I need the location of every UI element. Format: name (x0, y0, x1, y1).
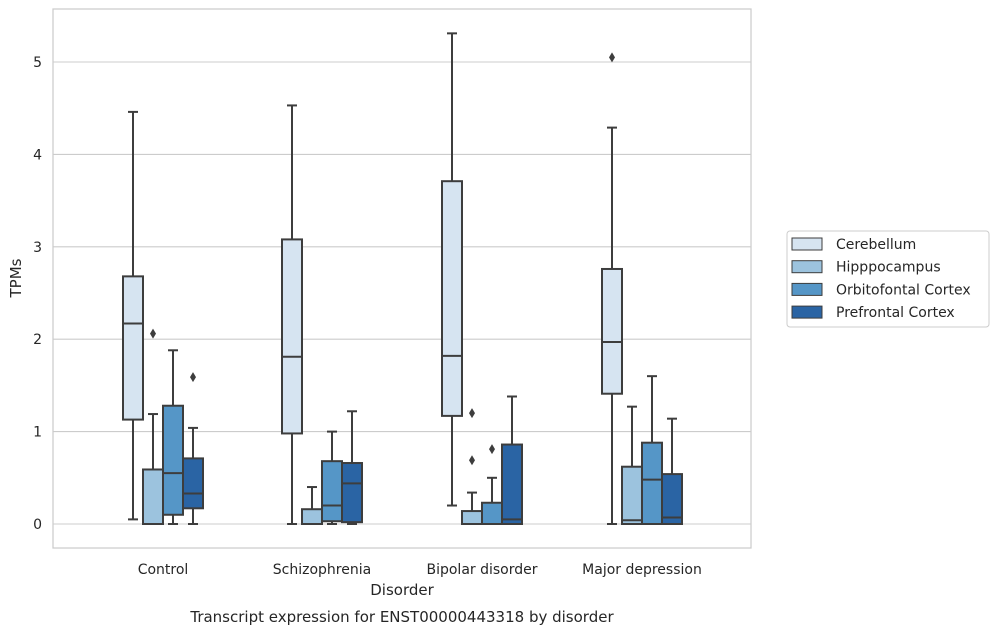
box-body (321, 460, 343, 523)
x-tick-label: Control (138, 562, 189, 578)
y-tick-label: 0 (33, 517, 42, 533)
box-body (481, 501, 503, 525)
x-tick-label: Major depression (582, 562, 702, 578)
x-axis-label: Disorder (370, 581, 434, 599)
x-tick-label: Schizophrenia (273, 562, 371, 578)
box-body (162, 404, 184, 516)
box-orbitofontal-cortex (481, 444, 503, 525)
y-axis-ticks: 0 1 2 3 4 5 (33, 55, 42, 533)
box-cerebellum (281, 104, 303, 525)
y-tick-label: 1 (33, 425, 42, 441)
outlier-point (190, 372, 196, 383)
box-body (601, 267, 623, 395)
box-body (341, 462, 363, 524)
y-axis-label: TPMs (7, 258, 25, 298)
box-groups (122, 32, 683, 526)
legend-label: Prefrontal Cortex (836, 305, 955, 321)
box-body (501, 443, 523, 526)
legend-label: Cerebellum (836, 237, 916, 253)
box-body (441, 180, 463, 417)
y-tick-label: 5 (33, 55, 42, 71)
legend-swatch (791, 305, 823, 319)
box-prefrontal-cortex (661, 417, 683, 526)
box-body (142, 468, 164, 526)
outlier-point (489, 444, 495, 455)
legend-label: Orbitofontal Cortex (836, 282, 971, 298)
y-tick-label: 2 (33, 332, 42, 348)
x-tick-label: Bipolar disorder (426, 562, 537, 578)
box-body (122, 275, 144, 421)
box-prefrontal-cortex (341, 410, 363, 525)
x-axis-ticks: Control Schizophrenia Bipolar disorder Majo… (138, 562, 702, 578)
box-body (661, 473, 683, 526)
legend-frame (786, 230, 990, 328)
plot-frame (52, 8, 752, 549)
box-body (301, 508, 323, 526)
box-cerebellum (601, 52, 623, 525)
outlier-point (150, 328, 156, 339)
chart-caption: Transcript expression for ENST0000044331… (189, 608, 614, 626)
legend-swatch (791, 282, 823, 296)
box-body (281, 238, 303, 435)
outlier-point (609, 52, 615, 63)
box-hipppocampus (142, 328, 164, 526)
legend-label: Hipppocampus (836, 260, 941, 276)
box-body (641, 441, 663, 525)
outlier-point (469, 455, 475, 466)
box-body (182, 457, 204, 510)
box-body (461, 510, 483, 525)
box-prefrontal-cortex (501, 395, 523, 526)
outlier-point (469, 408, 475, 419)
box-body (621, 465, 643, 526)
y-tick-label: 4 (33, 147, 42, 163)
box-cerebellum (122, 110, 144, 521)
legend-swatch (791, 260, 823, 274)
y-tick-label: 3 (33, 240, 42, 256)
legend-swatch (791, 237, 823, 251)
box-hipppocampus (461, 408, 483, 525)
box-cerebellum (441, 32, 463, 507)
box-prefrontal-cortex (182, 372, 204, 525)
legend: Cerebellum Hipppocampus Orbitofontal Corte… (786, 230, 990, 328)
box-orbitofontal-cortex (641, 375, 663, 525)
